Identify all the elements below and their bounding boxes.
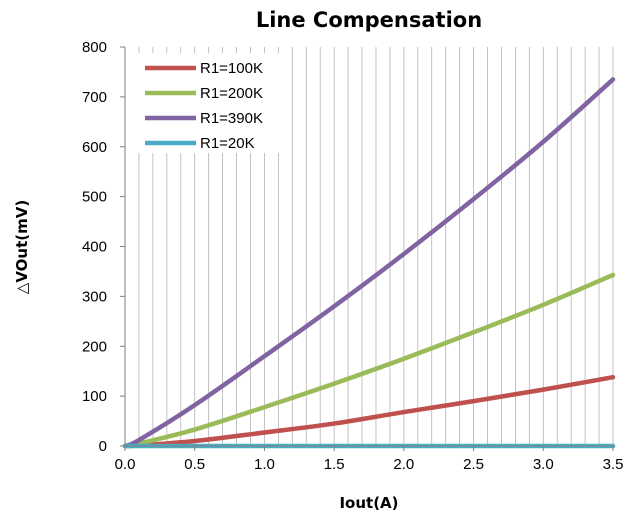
legend-label-r1-100k: R1=100K [200, 60, 263, 77]
x-axis-title: Iout(A) [339, 494, 398, 512]
y-tick-label: 100 [82, 388, 107, 405]
x-tick-label: 1.5 [324, 456, 345, 473]
x-tick-label: 0.5 [184, 456, 205, 473]
y-tick-label: 500 [82, 189, 107, 206]
chart-title: Line Compensation [256, 8, 482, 32]
y-tick-label: 200 [82, 338, 107, 355]
y-tick-label: 300 [82, 288, 107, 305]
series-line-r1-390k [122, 77, 616, 449]
x-tick-label: 2.0 [393, 456, 414, 473]
x-tick-labels: 0.0 0.5 1.0 1.5 2.0 2.5 3.0 3.5 [115, 446, 624, 473]
legend-label-r1-20k: R1=20K [200, 135, 255, 152]
legend: R1=100K R1=200K R1=390K R1=20K [133, 53, 288, 153]
x-tick-label: 3.5 [603, 456, 624, 473]
y-tick-label: 0 [99, 438, 107, 455]
y-tick-label: 700 [82, 89, 107, 106]
y-tick-label: 600 [82, 139, 107, 156]
y-tick-label: 800 [82, 39, 107, 56]
series-line-r1-200k [122, 272, 616, 449]
legend-label-r1-390k: R1=390K [200, 110, 263, 127]
y-tick-labels: 0 100 200 300 400 500 600 700 800 [82, 39, 125, 455]
series-line-r1-100k [122, 374, 616, 449]
x-tick-label: 1.0 [254, 456, 275, 473]
y-tick-label: 400 [82, 239, 107, 256]
legend-label-r1-200k: R1=200K [200, 85, 263, 102]
y-axis-title: △VOut(mV) [13, 200, 31, 294]
x-tick-label: 0.0 [115, 456, 136, 473]
x-tick-label: 3.0 [533, 456, 554, 473]
x-tick-label: 2.5 [463, 456, 484, 473]
